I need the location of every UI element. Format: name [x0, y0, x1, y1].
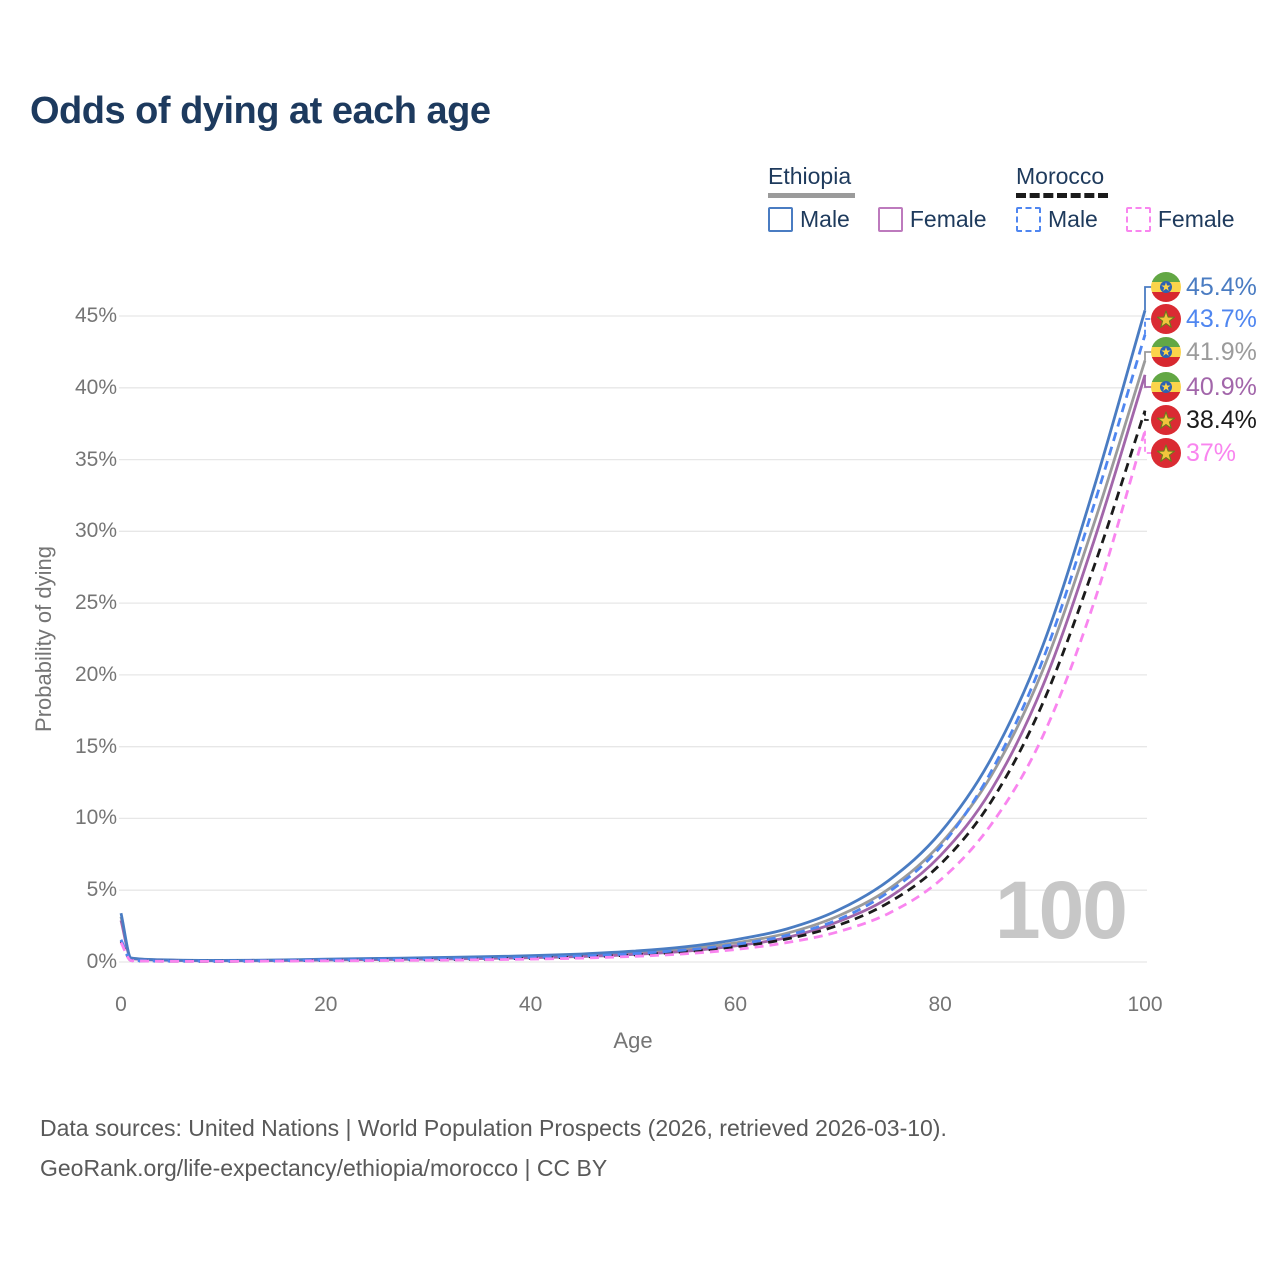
y-tick-5: 5%	[86, 878, 117, 902]
x-tick-80: 80	[928, 993, 952, 1016]
legend-item-ethiopia-female[interactable]: Female	[877, 206, 987, 233]
end-label-value: 45.4%	[1186, 272, 1257, 301]
y-tick-0: 0%	[86, 950, 117, 973]
end-label-value: 38.4%	[1186, 405, 1257, 434]
x-tick-40: 40	[518, 993, 543, 1016]
source-line-1: Data sources: United Nations | World Pop…	[40, 1115, 947, 1141]
x-tick-0: 0	[115, 993, 127, 1016]
label-connector-ethiopia-male	[1144, 286, 1153, 311]
ethiopia-flag-icon	[1151, 337, 1181, 367]
label-connector-morocco-female	[1144, 430, 1153, 454]
y-tick-40: 40%	[74, 375, 117, 399]
legend-item-ethiopia-male[interactable]: Male	[768, 206, 850, 233]
series-line-morocco-male	[119, 334, 1147, 963]
end-label-ethiopia-male: 45.4%	[1151, 271, 1257, 303]
legend-swatch-solid	[768, 207, 793, 232]
series-line-ethiopia-female	[119, 374, 1147, 963]
legend-country-morocco: Morocco	[1016, 163, 1109, 198]
y-tick-45: 45%	[74, 304, 117, 327]
x-tick-20: 20	[314, 993, 338, 1016]
x-tick-100: 100	[1127, 993, 1163, 1016]
legend-item-label: Male	[1048, 206, 1098, 232]
legend-swatch-solid	[877, 207, 903, 232]
y-tick-25: 25%	[74, 591, 117, 615]
source-line-2: GeoRank.org/life-expectancy/ethiopia/mor…	[40, 1155, 608, 1181]
end-label-value: 40.9%	[1186, 372, 1257, 401]
legend-item-morocco-male[interactable]: Male	[1016, 206, 1098, 233]
ethiopia-flag-icon	[1151, 372, 1181, 402]
y-tick-10: 10%	[74, 806, 117, 830]
legend-swatch-dashed	[1016, 207, 1041, 232]
legend-country-ethiopia: Ethiopia	[768, 163, 856, 198]
end-label-ethiopia: 41.9%	[1151, 336, 1257, 368]
morocco-flag-icon	[1151, 405, 1181, 435]
x-axis-title: Age	[613, 1028, 653, 1053]
legend-group-morocco: Morocco Male Female	[1016, 163, 1263, 233]
page-title: Odds of dying at each age	[30, 90, 491, 132]
series-line-ethiopia	[119, 360, 1147, 962]
y-axis-title: Probability of dying	[31, 546, 56, 732]
y-tick-30: 30%	[74, 519, 117, 543]
end-label-morocco-male: 43.7%	[1151, 303, 1257, 335]
ethiopia-flag-icon	[1151, 272, 1181, 302]
label-connector-morocco	[1144, 410, 1153, 421]
y-tick-20: 20%	[74, 662, 117, 686]
end-label-value: 41.9%	[1186, 337, 1257, 366]
series-line-morocco	[119, 410, 1147, 963]
x-tick-60: 60	[723, 993, 748, 1016]
end-label-morocco: 38.4%	[1151, 404, 1257, 436]
morocco-flag-icon	[1151, 438, 1181, 468]
source-attribution: Data sources: United Nations | World Pop…	[40, 1108, 947, 1188]
end-label-morocco-female: 37%	[1151, 437, 1236, 469]
morocco-flag-icon	[1151, 304, 1181, 334]
series-line-ethiopia-male	[119, 309, 1147, 962]
legend-items-row: Male Female	[1016, 206, 1263, 233]
legend-items-row: Male Female	[768, 206, 1015, 233]
end-label-value: 37%	[1186, 438, 1237, 467]
end-label-ethiopia-female: 40.9%	[1151, 371, 1257, 403]
age-watermark: 100	[995, 865, 1128, 956]
series-line-morocco-female	[119, 430, 1147, 963]
y-tick-15: 15%	[74, 734, 117, 758]
legend-swatch-dashed	[1125, 207, 1151, 232]
legend-item-label: Female	[1157, 206, 1235, 232]
y-tick-35: 35%	[74, 447, 117, 471]
legend-item-label: Female	[909, 206, 987, 232]
label-connector-ethiopia-female	[1144, 374, 1153, 388]
end-label-value: 43.7%	[1186, 304, 1257, 333]
legend-item-morocco-female[interactable]: Female	[1125, 206, 1235, 233]
label-connector-ethiopia	[1144, 351, 1153, 361]
legend-group-ethiopia: Ethiopia Male Female	[768, 163, 1015, 233]
legend-item-label: Male	[800, 206, 850, 232]
